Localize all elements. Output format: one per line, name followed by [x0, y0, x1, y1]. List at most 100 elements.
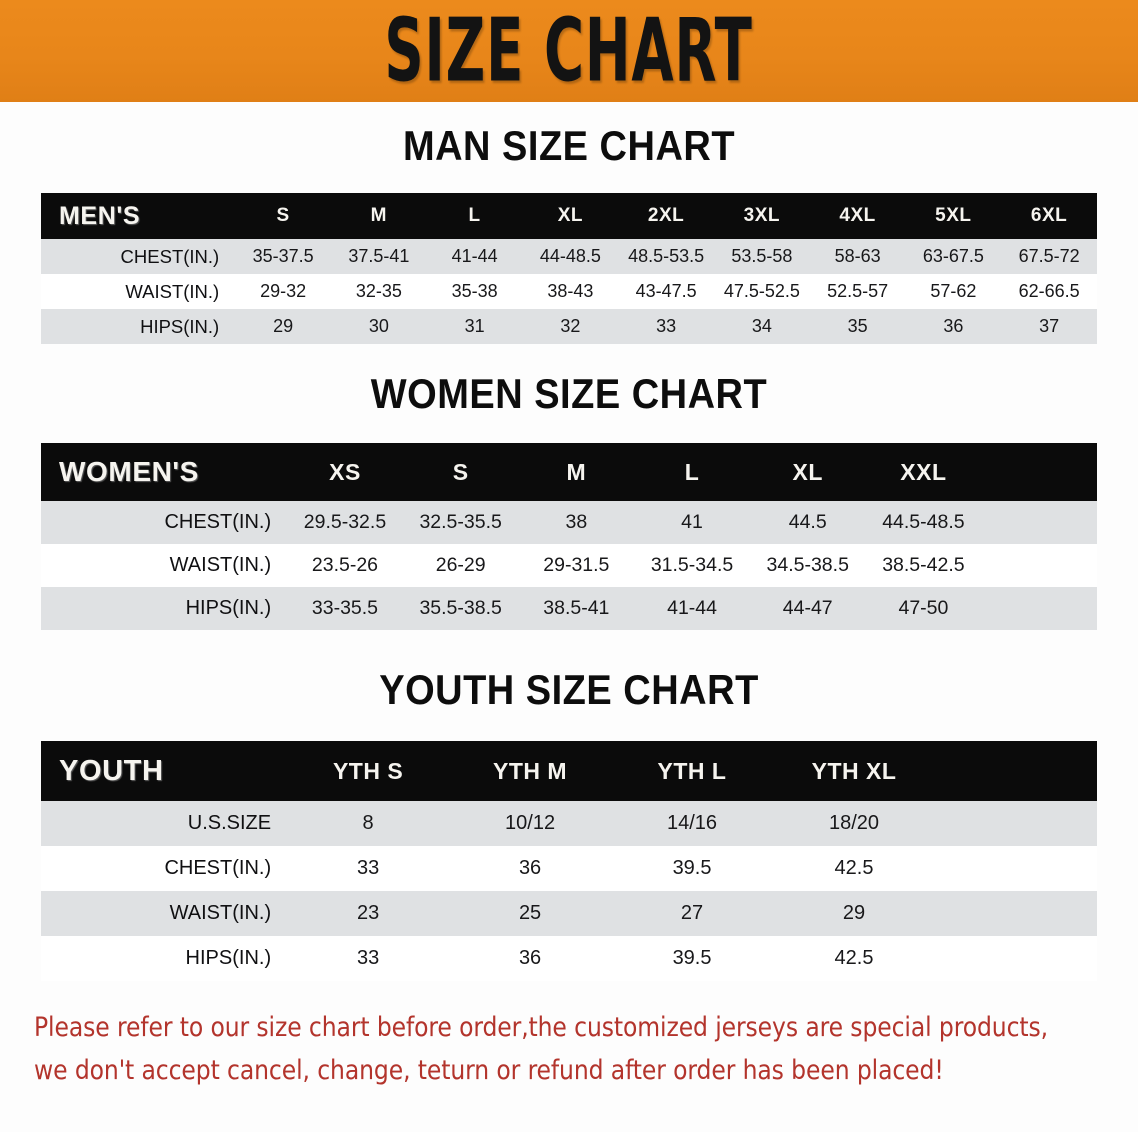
- column-header-xl: XL: [522, 193, 619, 239]
- table-row: HIPS(IN.) 33 36 39.5 42.5: [41, 936, 1097, 981]
- section-man: MAN SIZE CHART MEN'S S M L XL 2XL 3XL 4XL 5XL 6XL…: [0, 102, 1138, 344]
- table-cell: 36: [449, 936, 612, 981]
- table-cell: 30: [330, 309, 427, 344]
- table-header-row: YOUTH YTH S YTH M YTH L YTH XL: [41, 741, 1097, 801]
- table-cell: [981, 544, 1097, 587]
- row-label: CHEST(IN.): [41, 846, 288, 891]
- table-header-row: MEN'S S M L XL 2XL 3XL 4XL 5XL 6XL: [41, 193, 1097, 239]
- column-header-xs: XS: [287, 443, 403, 501]
- table-corner-header: WOMEN'S: [41, 443, 288, 501]
- table-cell: 8: [287, 801, 450, 846]
- column-header-2xl: 2XL: [618, 193, 714, 239]
- table-cell: 29: [773, 891, 935, 936]
- column-header-yth-s: YTH S: [287, 741, 450, 801]
- section-title-youth: YOUTH SIZE CHART: [379, 667, 759, 715]
- table-wrapper-man: MEN'S S M L XL 2XL 3XL 4XL 5XL 6XL CHEST(IN.) 35-3…: [41, 193, 1097, 344]
- column-header-xl: XL: [749, 443, 866, 501]
- column-header-yth-l: YTH L: [611, 741, 774, 801]
- table-cell: 29.5-32.5: [287, 501, 403, 544]
- page-banner: SIZE CHART: [0, 0, 1138, 102]
- table-cell: 38.5-42.5: [865, 544, 982, 587]
- table-cell: 58-63: [809, 239, 906, 274]
- column-header-s: S: [235, 193, 331, 239]
- table-row: CHEST(IN.) 33 36 39.5 42.5: [41, 846, 1097, 891]
- row-label: WAIST(IN.): [41, 274, 236, 309]
- table-cell: 34.5-38.5: [749, 544, 866, 587]
- table-head-youth: YOUTH YTH S YTH M YTH L YTH XL: [41, 741, 1097, 801]
- table-cell: 47-50: [865, 587, 982, 630]
- table-cell: 52.5-57: [809, 274, 906, 309]
- table-cell: 35.5-38.5: [402, 587, 519, 630]
- size-table-man: MEN'S S M L XL 2XL 3XL 4XL 5XL 6XL CHEST(IN.) 35-3…: [41, 193, 1097, 344]
- table-cell: 33-35.5: [287, 587, 403, 630]
- column-header-5xl: 5XL: [905, 193, 1002, 239]
- row-label: WAIST(IN.): [41, 544, 288, 587]
- table-cell: 67.5-72: [1001, 239, 1097, 274]
- table-row: U.S.SIZE 8 10/12 14/16 18/20: [41, 801, 1097, 846]
- section-youth: YOUTH SIZE CHART YOUTH YTH S YTH M YTH L YTH…: [0, 630, 1138, 981]
- table-cell: 33: [618, 309, 714, 344]
- table-cell: [934, 801, 1097, 846]
- row-label: WAIST(IN.): [41, 891, 288, 936]
- column-header-m: M: [330, 193, 427, 239]
- table-cell: 37: [1001, 309, 1097, 344]
- table-cell: 44-48.5: [522, 239, 619, 274]
- column-header-empty-4: [934, 741, 1097, 801]
- table-cell: 27: [611, 891, 774, 936]
- table-cell: 31: [426, 309, 523, 344]
- row-label: HIPS(IN.): [41, 587, 288, 630]
- table-cell: 31.5-34.5: [634, 544, 750, 587]
- table-wrapper-women: WOMEN'S XS S M L XL XXL CHEST(IN.) 29.5-32.5 32.…: [41, 443, 1097, 630]
- table-cell: 44.5-48.5: [865, 501, 982, 544]
- section-women: WOMEN SIZE CHART WOMEN'S XS S M L XL XXL CHEST…: [0, 344, 1138, 630]
- table-cell: 42.5: [773, 936, 935, 981]
- table-cell: [934, 846, 1097, 891]
- table-cell: 48.5-53.5: [618, 239, 714, 274]
- table-cell: 26-29: [402, 544, 519, 587]
- table-cell: 35: [809, 309, 906, 344]
- table-cell: 32-35: [330, 274, 427, 309]
- table-cell: 44-47: [749, 587, 866, 630]
- table-cell: 37.5-41: [330, 239, 427, 274]
- table-corner-header: YOUTH: [41, 741, 288, 801]
- table-row: CHEST(IN.) 29.5-32.5 32.5-35.5 38 41 44.5 44.5…: [41, 501, 1097, 544]
- table-cell: 10/12: [449, 801, 612, 846]
- page-title: SIZE CHART: [384, 0, 754, 102]
- table-head-women: WOMEN'S XS S M L XL XXL: [41, 443, 1097, 501]
- table-cell: 34: [713, 309, 810, 344]
- column-header-4xl: 4XL: [809, 193, 906, 239]
- table-cell: 38: [518, 501, 635, 544]
- table-head-man: MEN'S S M L XL 2XL 3XL 4XL 5XL 6XL: [41, 193, 1097, 239]
- table-cell: 23: [287, 891, 450, 936]
- table-cell: 29-31.5: [518, 544, 635, 587]
- table-cell: 14/16: [611, 801, 774, 846]
- table-header-row: WOMEN'S XS S M L XL XXL: [41, 443, 1097, 501]
- table-cell: [981, 501, 1097, 544]
- column-header-l: L: [426, 193, 523, 239]
- column-header-yth-m: YTH M: [449, 741, 612, 801]
- table-row: WAIST(IN.) 23 25 27 29: [41, 891, 1097, 936]
- table-row: WAIST(IN.) 29-32 32-35 35-38 38-43 43-47.5 47.…: [41, 274, 1097, 309]
- table-cell: 33: [287, 936, 450, 981]
- table-row: HIPS(IN.) 29 30 31 32 33 34 35 36 37: [41, 309, 1097, 344]
- table-cell: 43-47.5: [618, 274, 714, 309]
- table-cell: [981, 587, 1097, 630]
- column-header-yth-xl: YTH XL: [773, 741, 935, 801]
- table-cell: 38-43: [522, 274, 619, 309]
- column-header-m: M: [518, 443, 635, 501]
- table-body-man: CHEST(IN.) 35-37.5 37.5-41 41-44 44-48.5 48.5…: [41, 239, 1097, 344]
- table-cell: 41-44: [634, 587, 750, 630]
- row-label: HIPS(IN.): [41, 309, 236, 344]
- table-row: HIPS(IN.) 33-35.5 35.5-38.5 38.5-41 41-44 44-…: [41, 587, 1097, 630]
- table-cell: 25: [449, 891, 612, 936]
- section-title-man: MAN SIZE CHART: [402, 123, 736, 171]
- row-label: U.S.SIZE: [41, 801, 288, 846]
- size-table-women: WOMEN'S XS S M L XL XXL CHEST(IN.) 29.5-32.5 32.…: [41, 443, 1097, 630]
- size-table-youth: YOUTH YTH S YTH M YTH L YTH XL U.S.SIZE 8 10/1…: [41, 741, 1097, 981]
- table-cell: 32: [522, 309, 619, 344]
- table-cell: 41-44: [426, 239, 523, 274]
- column-header-s: S: [402, 443, 519, 501]
- table-cell: 33: [287, 846, 450, 891]
- table-cell: 18/20: [773, 801, 935, 846]
